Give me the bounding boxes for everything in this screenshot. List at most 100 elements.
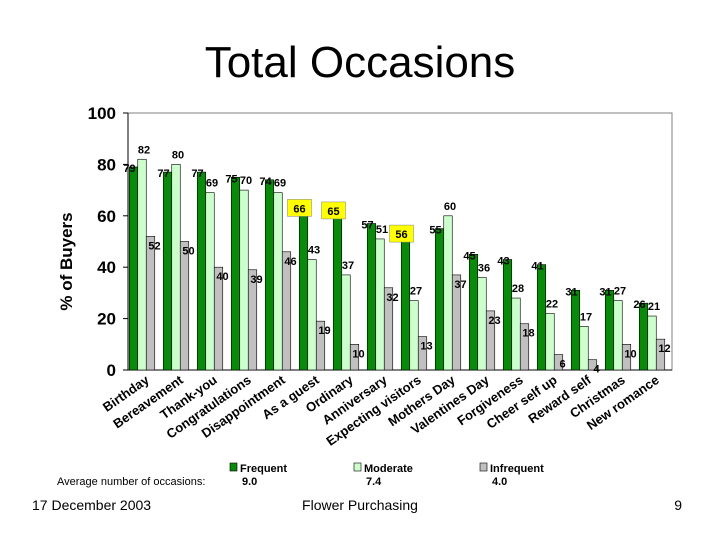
value-label-moderate: 60 — [444, 201, 456, 213]
legend-avg-moderate: 7.4 — [366, 476, 382, 488]
bar-infrequent — [281, 251, 292, 371]
value-label-moderate: 80 — [172, 149, 184, 161]
bar-moderate — [239, 189, 249, 371]
legend-label-moderate: Moderate — [364, 463, 413, 475]
footer-subject: Flower Purchasing — [302, 497, 418, 513]
value-label-moderate: 27 — [410, 286, 422, 298]
value-label-infrequent: 10 — [624, 348, 636, 360]
bar-frequent — [230, 176, 241, 371]
value-label-frequent: 56 — [395, 229, 407, 241]
bar-moderate — [613, 300, 623, 371]
bar-moderate — [307, 259, 317, 371]
bar-moderate — [545, 313, 555, 371]
bar-moderate — [477, 277, 487, 371]
value-label-frequent: 79 — [123, 163, 135, 175]
bar-frequent — [536, 264, 547, 371]
value-label-infrequent: 32 — [386, 292, 398, 304]
value-label-frequent: 31 — [599, 286, 611, 298]
legend-swatch-infrequent — [479, 462, 488, 472]
value-label-infrequent: 12 — [658, 343, 670, 355]
legend-label-frequent: Frequent — [240, 463, 287, 475]
bar-infrequent — [485, 310, 496, 371]
value-label-frequent: 55 — [429, 225, 441, 237]
value-label-infrequent: 46 — [284, 256, 296, 268]
value-label-infrequent: 19 — [318, 325, 330, 337]
bar-frequent — [162, 171, 173, 371]
bar-infrequent — [179, 241, 190, 371]
value-label-moderate: 28 — [512, 283, 524, 295]
bar-frequent — [604, 290, 615, 371]
value-label-highlight — [321, 201, 346, 220]
bar-moderate — [409, 300, 419, 371]
chart-category-labels: BirthdayBereavementThank-youCongratulati… — [100, 372, 662, 449]
y-axis-label: % of Buyers — [57, 212, 76, 310]
bar-infrequent — [621, 343, 632, 371]
bar-moderate — [443, 215, 453, 371]
bar-moderate — [341, 274, 351, 371]
value-label-infrequent: 6 — [559, 359, 565, 371]
bar-infrequent — [383, 287, 394, 371]
bar-frequent — [400, 225, 411, 371]
value-label-infrequent: 10 — [352, 348, 364, 360]
page-number: 9 — [674, 497, 682, 513]
bar-moderate — [511, 297, 521, 371]
bar-infrequent — [587, 359, 598, 371]
bar-frequent — [128, 166, 139, 371]
bar-infrequent — [451, 274, 462, 371]
bar-infrequent — [519, 323, 530, 371]
bar-infrequent — [145, 236, 156, 371]
bar-frequent — [264, 179, 275, 371]
chart-bars — [128, 158, 666, 371]
bar-moderate — [647, 315, 657, 371]
y-tick-label: 100 — [88, 104, 116, 123]
bar-frequent — [468, 254, 479, 371]
bar-frequent — [298, 200, 309, 371]
value-label-highlight — [389, 224, 414, 243]
bar-moderate — [205, 192, 215, 371]
y-tick-label: 40 — [97, 258, 116, 277]
legend-swatch-moderate — [353, 462, 362, 472]
value-label-frequent: 77 — [191, 168, 203, 180]
value-label-moderate: 37 — [342, 260, 354, 272]
bar-frequent — [332, 202, 343, 371]
value-label-moderate: 51 — [376, 224, 388, 236]
value-label-frequent: 74 — [259, 176, 272, 188]
value-label-moderate: 27 — [614, 286, 626, 298]
value-label-frequent: 65 — [327, 206, 339, 218]
value-label-moderate: 36 — [478, 262, 490, 274]
bar-frequent — [570, 290, 581, 371]
value-label-moderate: 82 — [138, 144, 150, 156]
value-label-frequent: 75 — [225, 173, 237, 185]
value-label-frequent: 31 — [565, 286, 577, 298]
footer-date: 17 December 2003 — [32, 497, 152, 513]
y-tick-label: 0 — [107, 361, 116, 380]
value-label-moderate: 43 — [308, 244, 320, 256]
value-label-infrequent: 40 — [216, 271, 228, 283]
bar-frequent — [502, 259, 513, 371]
value-label-frequent: 26 — [633, 299, 645, 311]
slide-title: Total Occasions — [204, 38, 516, 87]
value-label-infrequent: 18 — [522, 328, 534, 340]
value-label-frequent: 41 — [531, 261, 543, 273]
value-label-frequent: 45 — [463, 250, 475, 262]
bar-infrequent — [417, 336, 428, 371]
value-label-infrequent: 39 — [250, 274, 262, 286]
bar-moderate — [273, 192, 283, 371]
value-label-moderate: 69 — [274, 178, 286, 190]
bar-infrequent — [315, 320, 326, 371]
legend-caption: Average number of occasions: — [57, 476, 205, 488]
value-label-moderate: 21 — [648, 301, 660, 313]
bar-moderate — [171, 164, 181, 371]
bar-frequent — [638, 302, 649, 371]
legend-label-infrequent: Infrequent — [490, 463, 544, 475]
value-label-frequent: 77 — [157, 168, 169, 180]
value-label-infrequent: 23 — [488, 315, 500, 327]
bar-frequent — [366, 223, 377, 371]
value-label-infrequent: 52 — [148, 240, 160, 252]
value-label-infrequent: 4 — [593, 364, 600, 376]
bar-moderate — [137, 158, 147, 371]
bar-infrequent — [655, 338, 666, 371]
value-label-frequent: 66 — [293, 203, 305, 215]
bar-moderate — [375, 238, 385, 371]
